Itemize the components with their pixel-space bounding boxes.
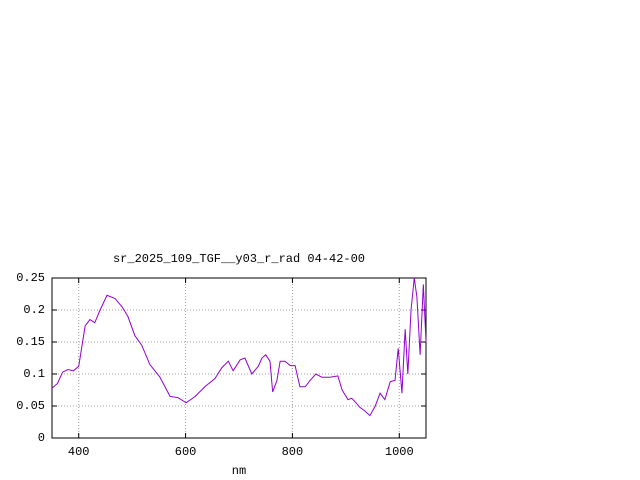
x-tick-label: 600 xyxy=(175,445,197,459)
y-tick-label: 0.05 xyxy=(16,399,45,413)
chart-title: sr_2025_109_TGF__y03_r_rad 04-42-00 xyxy=(113,252,365,266)
y-tick-label: 0 xyxy=(38,431,45,445)
y-tick-label: 0.2 xyxy=(23,303,45,317)
x-tick-label: 1000 xyxy=(385,445,414,459)
y-tick-label: 0.25 xyxy=(16,271,45,285)
x-tick-label: 800 xyxy=(282,445,304,459)
y-tick-label: 0.15 xyxy=(16,335,45,349)
data-line xyxy=(51,277,427,417)
x-tick-label: 400 xyxy=(68,445,90,459)
plot-frame xyxy=(51,277,427,439)
y-tick-label: 0.1 xyxy=(23,367,45,381)
x-axis-label: nm xyxy=(232,464,246,478)
